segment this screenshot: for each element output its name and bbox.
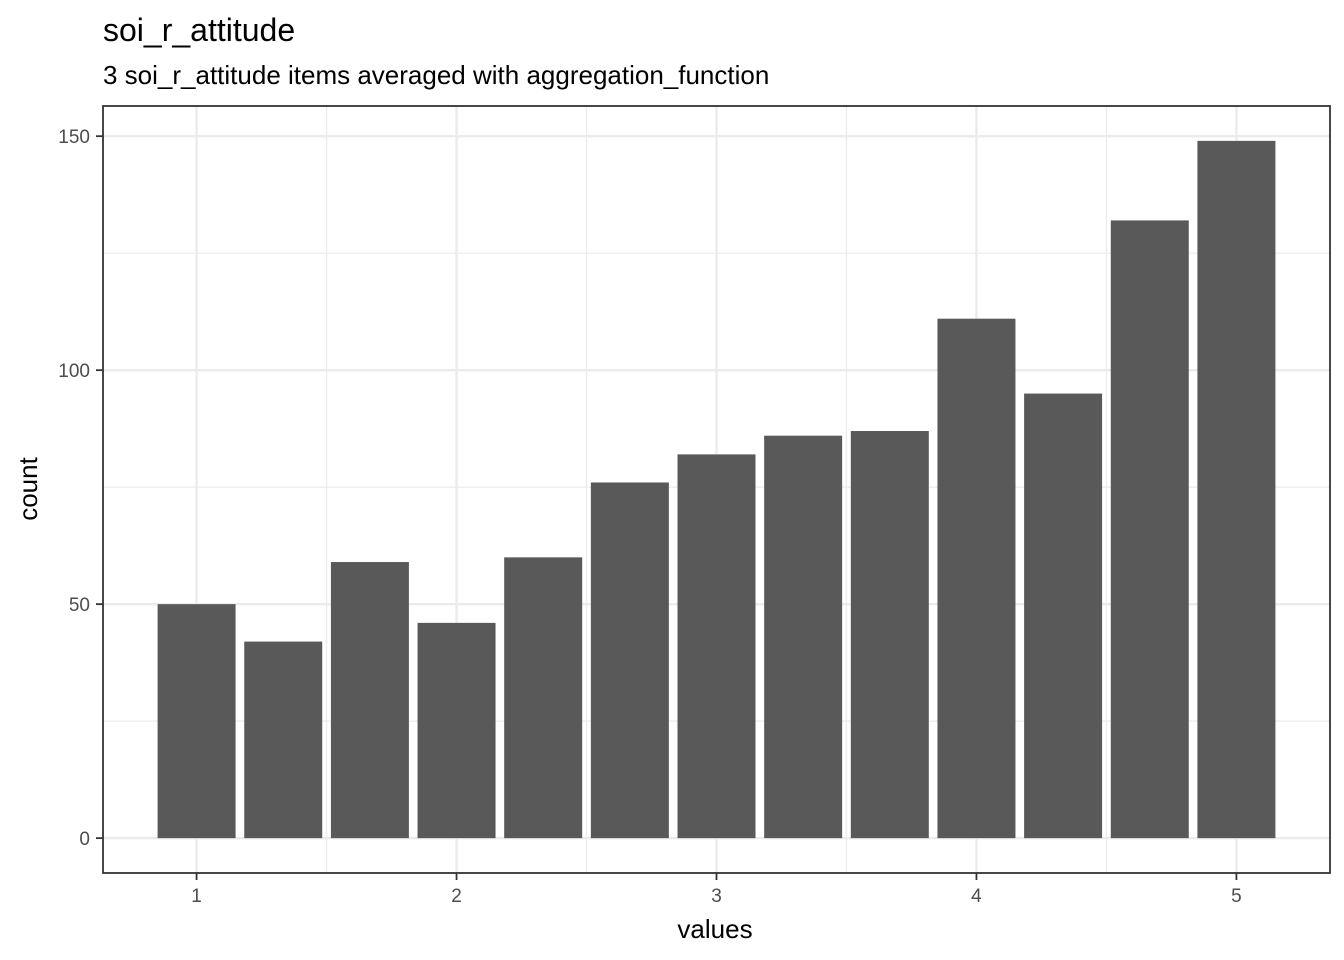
x-axis: 1 2 3 4 5 bbox=[191, 873, 1242, 907]
bar bbox=[1024, 393, 1103, 839]
x-tick-label: 1 bbox=[191, 886, 202, 907]
bar bbox=[330, 562, 409, 839]
bar bbox=[937, 318, 1016, 839]
bar bbox=[1197, 140, 1276, 839]
bar bbox=[850, 431, 929, 839]
bar bbox=[504, 557, 583, 839]
bar bbox=[677, 454, 756, 839]
bars bbox=[157, 140, 1276, 839]
x-tick-label: 3 bbox=[711, 886, 722, 907]
bar bbox=[157, 604, 236, 839]
y-tick-label: 100 bbox=[58, 361, 90, 382]
bar bbox=[244, 641, 323, 839]
y-tick-label: 0 bbox=[79, 829, 90, 850]
y-tick-label: 150 bbox=[58, 127, 90, 148]
x-tick-label: 5 bbox=[1231, 886, 1242, 907]
chart-title: soi_r_attitude bbox=[103, 12, 295, 48]
chart-subtitle: 3 soi_r_attitude items averaged with agg… bbox=[103, 60, 769, 90]
bar bbox=[590, 482, 669, 839]
x-axis-title: values bbox=[677, 914, 752, 944]
y-axis: 0 50 100 150 bbox=[58, 127, 103, 850]
x-tick-label: 2 bbox=[451, 886, 462, 907]
y-axis-title: count bbox=[13, 456, 43, 520]
y-tick-label: 50 bbox=[69, 595, 90, 616]
x-tick-label: 4 bbox=[971, 886, 982, 907]
bar bbox=[764, 435, 843, 839]
bar bbox=[417, 622, 496, 839]
bar bbox=[1110, 220, 1189, 839]
